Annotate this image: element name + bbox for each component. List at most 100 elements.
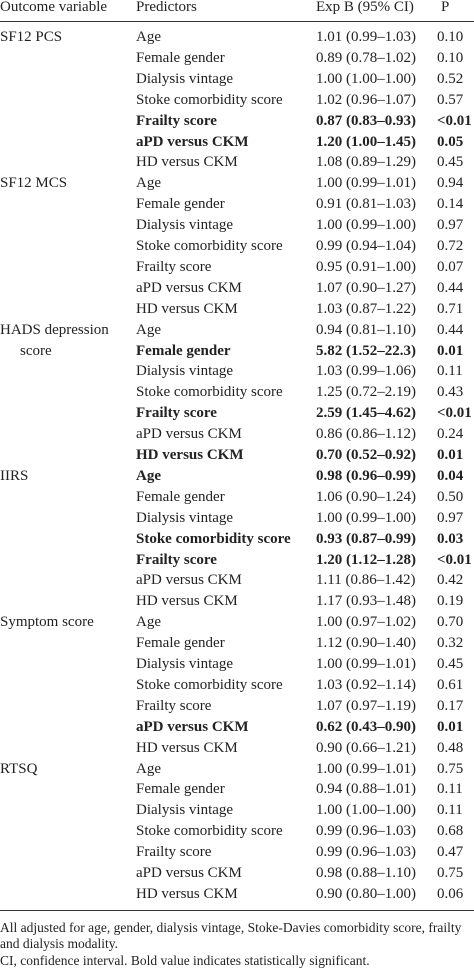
predictor: Dialysis vintage [136,363,234,380]
estimate: 0.98 (0.88–1.10) [316,865,416,881]
predictor: Dialysis vintage [136,656,234,672]
predictor: HD versus CKM [136,447,244,463]
estimate: 1.03 (0.87–1.22) [316,300,416,317]
p-value: 0.01 [437,718,464,735]
p-value: 0.19 [437,593,464,610]
estimate: 1.00 (0.99–1.01) [316,175,416,192]
estimate: 1.20 (1.12–1.28) [316,551,416,568]
estimate: 1.03 (0.99–1.06) [316,363,416,380]
outcome-label: SF12 MCS [0,175,68,192]
p-value: 0.10 [437,29,464,45]
predictor: Dialysis vintage [136,802,234,819]
outcome-label: Symptom score [0,614,94,631]
p-value: 0.94 [437,175,464,192]
estimate: 1.12 (0.90–1.40) [316,635,416,652]
p-value: 0.11 [437,802,463,819]
p-value: <0.01 [437,551,472,568]
p-value: 0.44 [437,279,464,296]
estimate: 0.87 (0.83–0.93) [316,112,416,129]
outcome-label: IIRS [0,467,29,484]
estimate: 0.91 (0.81–1.03) [316,196,416,213]
p-value: 0.50 [437,488,464,505]
p-value: 0.14 [437,196,464,213]
p-value: 0.97 [437,217,464,234]
predictor: Stoke comorbidity score [136,91,283,108]
estimate: 0.70 (0.52–0.92) [316,447,416,463]
predictor: Female gender [136,488,225,505]
footnote: All adjusted for age, gender, dialysis v… [0,919,462,951]
footnote: CI, confidence interval. Bold value indi… [0,952,370,968]
estimate: 0.99 (0.96–1.03) [316,844,416,861]
p-value: 0.42 [437,572,464,589]
estimate: 0.93 (0.87–0.99) [316,530,416,547]
p-value: 0.47 [437,844,464,861]
header-cell: Outcome variable [0,0,108,15]
predictor: aPD versus CKM [136,426,242,443]
predictor: HD versus CKM [136,154,238,171]
predictor: Stoke comorbidity score [136,530,291,547]
p-value: 0.07 [437,258,464,275]
header-cell: Predictors [136,0,197,15]
p-value: 0.44 [437,321,464,338]
estimate: 0.94 (0.88–1.01) [316,781,416,798]
estimate: 0.90 (0.80–1.00) [316,885,416,902]
p-value: 0.11 [437,781,463,798]
estimate: 1.01 (0.99–1.03) [316,29,416,45]
estimate: 1.03 (0.92–1.14) [316,676,416,693]
predictor: Female gender [136,342,231,359]
predictor: Dialysis vintage [136,217,234,234]
predictor: aPD versus CKM [136,865,242,881]
estimate: 1.00 (0.99–1.01) [316,656,416,672]
predictor: Female gender [136,49,225,66]
p-value: 0.75 [437,865,464,881]
estimate: 5.82 (1.52–22.3) [316,342,416,359]
predictor: Frailty score [136,551,217,568]
p-value: 0.04 [437,467,464,484]
predictor: Frailty score [136,844,212,861]
header-cell: P [441,0,450,15]
estimate: 0.98 (0.96–0.99) [316,467,416,484]
predictor: Stoke comorbidity score [136,384,283,401]
predictor: Age [136,175,161,192]
estimate: 1.06 (0.90–1.24) [316,488,416,505]
p-value: 0.70 [437,614,464,631]
predictor: aPD versus CKM [136,279,242,296]
predictor: Age [136,760,161,777]
estimate: 1.00 (0.99–1.00) [316,217,416,234]
p-value: 0.48 [437,739,464,756]
predictor: HD versus CKM [136,300,238,317]
estimate: 1.00 (0.97–1.02) [316,614,416,631]
p-value: 0.11 [437,363,463,380]
estimate: 2.59 (1.45–4.62) [316,405,416,422]
estimate: 0.89 (0.78–1.02) [316,49,416,66]
rule [0,21,474,22]
predictor: Age [136,321,161,338]
estimate: 0.99 (0.96–1.03) [316,823,416,840]
p-value: 0.06 [437,885,464,902]
estimate: 1.00 (0.99–1.01) [316,760,416,777]
predictor: Stoke comorbidity score [136,676,283,693]
p-value: 0.10 [437,49,464,66]
predictor: HD versus CKM [136,739,238,756]
predictor: Dialysis vintage [136,70,234,87]
p-value: <0.01 [437,405,472,422]
rule [0,909,474,911]
p-value: <0.01 [437,112,472,129]
predictor: Female gender [136,196,225,213]
estimate: 1.00 (0.99–1.00) [316,509,416,526]
predictor: HD versus CKM [136,593,238,610]
estimate: 1.07 (0.97–1.19) [316,697,416,714]
p-value: 0.32 [437,635,464,652]
estimate: 0.62 (0.43–0.90) [316,718,416,735]
p-value: 0.57 [437,91,464,108]
p-value: 0.68 [437,823,464,840]
estimate: 1.25 (0.72–2.19) [316,384,416,401]
estimate: 1.11 (0.86–1.42) [316,572,416,589]
p-value: 0.01 [437,447,464,463]
p-value: 0.97 [437,509,464,526]
estimate: 1.20 (1.00–1.45) [316,133,416,150]
estimate: 0.99 (0.94–1.04) [316,238,416,254]
header-cell: Exp B (95% CI) [316,0,414,15]
outcome-label: HADS depression [0,321,109,338]
